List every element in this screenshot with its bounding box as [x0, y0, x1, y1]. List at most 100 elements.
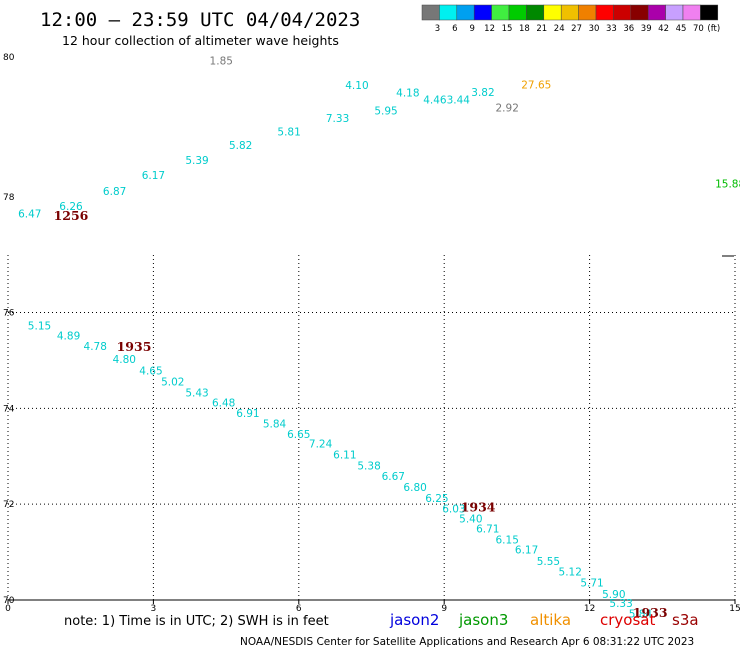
wave-height-label: 4.65	[139, 365, 162, 377]
colorbar-label: 15	[502, 24, 513, 34]
colorbar-label: 70	[693, 24, 704, 34]
wave-height-label: 5.38	[357, 461, 380, 473]
wave-height-label: 7.24	[309, 439, 333, 451]
colorbar-swatch	[700, 4, 719, 21]
satellite-s3a: s3a	[672, 611, 699, 629]
wave-height-label: 6.17	[142, 170, 165, 182]
colorbar-label: 24	[554, 24, 565, 34]
colorbar-swatch	[456, 4, 475, 21]
pass-time-label: 1256	[54, 208, 89, 223]
wave-height-label: 5.02	[161, 376, 184, 388]
colorbar-label: 27	[571, 24, 582, 34]
upper-panel: 80 786.47 6.26 6.87 6.17 5.39 5.82 5.81 7.33 5.95…	[3, 53, 740, 223]
satellite-altika: altika	[530, 611, 571, 629]
colorbar-label: 39	[641, 24, 652, 34]
chart-subtitle: 12 hour collection of altimeter wave hei…	[62, 33, 339, 48]
wave-height-label: 5.55	[537, 556, 560, 568]
colorbar-label: 33	[606, 24, 617, 34]
colorbar-swatch	[630, 4, 649, 21]
colorbar-swatch	[613, 4, 632, 21]
wave-height-label: 27.65	[521, 79, 551, 91]
wave-height-label: 5.95	[374, 106, 397, 118]
colorbar-label: 3	[435, 24, 440, 34]
satellite-legend: jason2 jason3 altika cryosat s3a	[389, 611, 699, 629]
wave-height-label: 5.15	[28, 320, 51, 332]
colorbar-swatch	[543, 4, 562, 21]
satellite-cryosat: cryosat	[600, 611, 655, 629]
colorbar-swatch	[578, 4, 597, 21]
x-tick-label: 6	[296, 604, 302, 614]
x-tick-label: 0	[5, 604, 11, 614]
colorbar-swatch	[665, 4, 684, 21]
wave-height-label: 6.26	[59, 201, 83, 213]
wave-height-label: 5.71	[580, 578, 603, 590]
wave-height-label: 6.65	[287, 429, 310, 441]
colorbar-label: 36	[623, 24, 634, 34]
colorbar-swatch	[421, 4, 440, 21]
wave-height-label: 5.84	[629, 609, 653, 621]
chart-title: 12:00 – 23:59 UTC 04/04/2023	[40, 9, 360, 31]
pass-time-label: 1934	[461, 499, 496, 514]
wave-height-label: 3.82	[471, 87, 494, 99]
colorbar-swatch	[595, 4, 614, 21]
x-tick-label: 3	[151, 604, 157, 614]
wave-height-label: 4.10	[345, 80, 368, 92]
wave-height-label: 5.43	[185, 387, 208, 399]
wave-height-label: 6.17	[515, 545, 538, 557]
wave-height-label: 5.81	[277, 126, 300, 138]
wave-height-label: 5.12	[559, 567, 582, 579]
wave-height-label: 2.92	[496, 103, 519, 115]
colorbar-swatch	[491, 4, 510, 21]
wave-height-label: 6.71	[476, 523, 499, 535]
wave-height-label: 6.15	[496, 534, 519, 546]
footer-credit: NOAA/NESDIS Center for Satellite Applica…	[240, 636, 694, 648]
pass-time-label: 1933	[633, 605, 668, 620]
satellite-jason3: jason3	[458, 611, 508, 629]
x-tick-label: 15	[729, 604, 740, 614]
colorbar-label: 21	[536, 24, 547, 34]
colorbar-label: 12	[484, 24, 495, 34]
footer-note: note: 1) Time is in UTC; 2) SWH is in fe…	[64, 614, 329, 629]
wave-height-label: 6.48	[212, 397, 235, 409]
satellite-jason2: jason2	[389, 611, 439, 629]
wave-height-label: 5.90	[602, 589, 625, 601]
lower-y-tick-label: 76	[3, 309, 15, 319]
colorbar-label: 9	[469, 24, 474, 34]
x-tick-label: 12	[584, 604, 595, 614]
wave-height-label: 7.33	[326, 113, 349, 125]
colorbar-swatch	[647, 4, 666, 21]
lower-y-tick-label: 70	[3, 596, 15, 606]
upper-y-tick-label: 78	[3, 193, 15, 203]
wave-height-label: 1.85	[210, 55, 233, 67]
colorbar-label: 18	[519, 24, 530, 34]
colorbar-swatch	[473, 4, 492, 21]
wave-height-label: 6.91	[236, 408, 259, 420]
wave-height-label: 5.33	[609, 598, 632, 610]
lower-y-tick-label: 72	[3, 500, 14, 510]
colorbar-label: 45	[676, 24, 687, 34]
colorbar-swatch	[508, 4, 527, 21]
wave-height-label: 6.47	[18, 209, 41, 221]
wave-height-label: 4.80	[113, 354, 136, 366]
x-tick-label: 9	[441, 604, 447, 614]
wave-height-label: 4.89	[57, 330, 80, 342]
wave-height-label: 4.463.44	[423, 94, 470, 106]
colorbar-label: 30	[589, 24, 600, 34]
wave-height-label: 6.25	[425, 493, 448, 505]
lower-panel: 0 3 6 9 12 15 76 74 72 70 5.15 4.89 4.78 4.804.655.02…	[3, 255, 740, 621]
wave-height-label: 4.78	[84, 341, 107, 353]
wave-height-label: 4.18	[396, 88, 419, 100]
colorbar-swatch	[560, 4, 579, 21]
pass-time-label: 1935	[117, 339, 152, 354]
color-legend: 3 6 9 12 15 18 21 24 27 30 33 36 39 42 45 70 (ft)	[421, 4, 720, 34]
wave-height-label: 6.11	[333, 450, 356, 462]
colorbar-label: 42	[658, 24, 669, 34]
wave-height-label: 6.67	[382, 471, 405, 483]
colorbar-swatch	[682, 4, 701, 21]
colorbar-unit: (ft)	[707, 24, 720, 34]
wave-height-label: 15.88	[715, 179, 740, 191]
upper-y-tick-label: 80	[3, 53, 15, 63]
colorbar-swatch	[439, 4, 458, 21]
wave-height-label: 6.87	[103, 186, 126, 198]
